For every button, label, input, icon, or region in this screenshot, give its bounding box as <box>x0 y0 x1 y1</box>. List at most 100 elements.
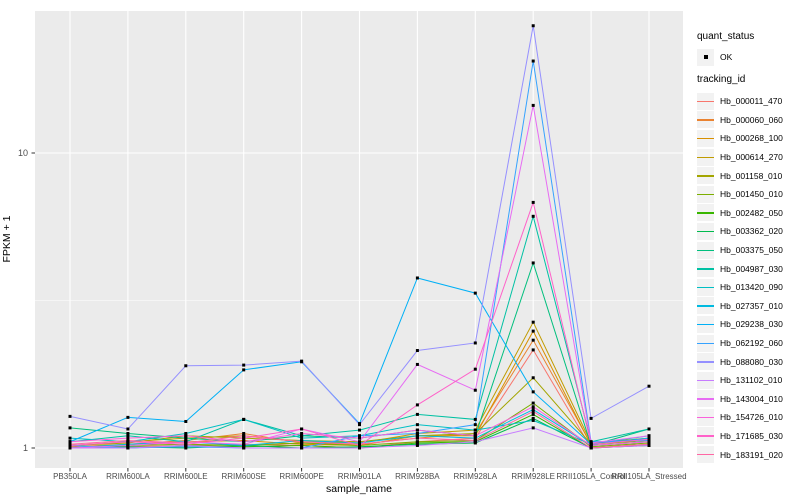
data-point-Hb_154726_010 <box>415 428 419 432</box>
data-point-Hb_143004_010 <box>126 443 130 447</box>
legend-key-swatch <box>697 408 714 426</box>
legend-key-swatch <box>697 148 714 166</box>
data-point-Hb_004987_030 <box>531 214 535 218</box>
data-point-Hb_143004_010 <box>415 362 419 366</box>
data-point-Hb_003375_050 <box>126 431 130 435</box>
y-axis-title: FPKM + 1 <box>1 215 13 263</box>
legend-series-label: Hb_143004_010 <box>720 393 783 404</box>
data-point-Hb_183191_020 <box>647 442 651 446</box>
data-point-Hb_003362_020 <box>531 416 535 420</box>
legend-series-label: Hb_029238_030 <box>720 319 783 330</box>
series-color-line-icon <box>697 398 714 400</box>
legend-series-label: Hb_154726_010 <box>720 412 783 423</box>
legend-key-swatch <box>697 390 714 408</box>
legend-key-swatch <box>697 92 714 110</box>
data-point-Hb_171685_030 <box>531 200 535 204</box>
legend-entry-Hb_000268_100: Hb_000268_100 <box>697 129 783 148</box>
legend-entry-Hb_004987_030: Hb_004987_030 <box>697 259 783 278</box>
legend-entry-Hb_000060_060: Hb_000060_060 <box>697 111 783 130</box>
data-point-Hb_171685_030 <box>589 442 593 446</box>
legend-key-swatch <box>697 222 714 240</box>
data-point-Hb_013420_090 <box>300 436 304 440</box>
series-color-line-icon <box>697 249 714 251</box>
legend-key-swatch <box>697 334 714 352</box>
data-point-Hb_013420_090 <box>473 428 477 432</box>
data-point-Hb_143004_010 <box>531 103 535 107</box>
legend-entry-Hb_027357_010: Hb_027357_010 <box>697 297 783 316</box>
data-point-Hb_027357_010 <box>415 434 419 438</box>
data-point-Hb_004987_030 <box>473 417 477 421</box>
data-point-Hb_154726_010 <box>126 436 130 440</box>
data-point-Hb_183191_020 <box>358 442 361 446</box>
data-point-Hb_131102_010 <box>415 443 419 447</box>
legend-entry-Hb_003362_020: Hb_003362_020 <box>697 222 783 241</box>
data-point-Hb_004987_030 <box>300 434 304 438</box>
series-color-line-icon <box>697 454 714 456</box>
data-point-Hb_154726_010 <box>300 431 304 435</box>
x-tick-label: RRIM600SE <box>221 472 265 481</box>
data-point-Hb_029238_030 <box>531 390 535 394</box>
data-point-Hb_088080_030 <box>184 364 188 368</box>
data-point-Hb_154726_010 <box>184 434 188 438</box>
data-point-Hb_143004_010 <box>68 446 72 450</box>
data-point-Hb_004987_030 <box>358 428 361 432</box>
data-point-Hb_183191_020 <box>415 436 419 440</box>
data-point-Hb_001158_010 <box>473 431 477 435</box>
legend-series-label: Hb_013420_090 <box>720 282 783 293</box>
data-point-Hb_171685_030 <box>300 427 304 431</box>
legend-entry-Hb_002482_050: Hb_002482_050 <box>697 204 783 223</box>
plot-panel: PB350LA RRIM600LA RRIM600LE RRIM600SE RRIM60… <box>18 11 687 481</box>
legend-entry-Hb_029238_030: Hb_029238_030 <box>697 315 783 334</box>
legend-key-swatch <box>697 297 714 315</box>
data-point-Hb_183191_020 <box>126 439 130 443</box>
data-point-Hb_131102_010 <box>126 446 130 450</box>
legend-series-label: Hb_131102_010 <box>720 375 783 386</box>
data-point-Hb_154726_010 <box>358 436 361 440</box>
black-point-icon <box>703 55 708 59</box>
x-axis-title: sample_name <box>326 483 392 495</box>
series-color-line-icon <box>697 361 714 363</box>
ok-point-key <box>697 48 714 66</box>
data-point-Hb_062192_060 <box>415 431 419 435</box>
series-color-line-icon <box>697 305 714 307</box>
data-point-Hb_001158_010 <box>531 376 535 380</box>
data-point-Hb_171685_030 <box>473 367 477 371</box>
legend-series-label: Hb_027357_010 <box>720 300 783 311</box>
data-point-Hb_088080_030 <box>589 416 593 420</box>
legend-key-swatch <box>697 353 714 371</box>
legend-series-label: Hb_001158_010 <box>720 170 783 181</box>
data-point-Hb_029238_030 <box>473 291 477 295</box>
legend-entry-Hb_131102_010: Hb_131102_010 <box>697 371 783 390</box>
legend-series-label: Hb_000060_060 <box>720 114 783 125</box>
y-tick-label: 10 <box>18 148 28 158</box>
data-point-Hb_000060_060 <box>242 431 246 435</box>
legend-series-label: Hb_003375_050 <box>720 245 783 256</box>
data-point-Hb_088080_030 <box>415 349 419 353</box>
data-point-Hb_171685_030 <box>242 436 246 440</box>
legend-ok-label: OK <box>720 52 733 62</box>
data-point-Hb_171685_030 <box>415 403 419 407</box>
data-point-Hb_013420_090 <box>415 423 419 427</box>
legend-key-swatch <box>697 427 714 445</box>
data-point-Hb_062192_060 <box>358 434 361 438</box>
data-point-Hb_000614_270 <box>531 320 535 324</box>
series-color-line-icon <box>697 137 714 140</box>
legend-key-swatch <box>697 260 714 278</box>
data-point-Hb_154726_010 <box>531 405 535 409</box>
x-tick-label: RRIM928BA <box>395 472 440 481</box>
series-color-line-icon <box>697 268 714 270</box>
legend-key-swatch <box>697 167 714 185</box>
data-point-Hb_131102_010 <box>531 426 535 430</box>
data-point-Hb_003375_050 <box>68 426 72 430</box>
series-color-line-icon <box>697 212 714 214</box>
data-point-Hb_088080_030 <box>126 427 130 431</box>
legend-entry-Hb_171685_030: Hb_171685_030 <box>697 427 783 446</box>
legend-entry-Hb_013420_090: Hb_013420_090 <box>697 278 783 297</box>
legend-entry-Hb_088080_030: Hb_088080_030 <box>697 352 783 371</box>
data-point-Hb_001450_010 <box>531 401 535 405</box>
data-point-Hb_000060_060 <box>531 338 535 342</box>
data-point-Hb_013420_090 <box>184 431 188 435</box>
data-point-Hb_183191_020 <box>473 439 477 443</box>
x-tick-label: RRIM600LE <box>164 472 208 481</box>
legend-entry-Hb_000011_470: Hb_000011_470 <box>697 92 783 111</box>
